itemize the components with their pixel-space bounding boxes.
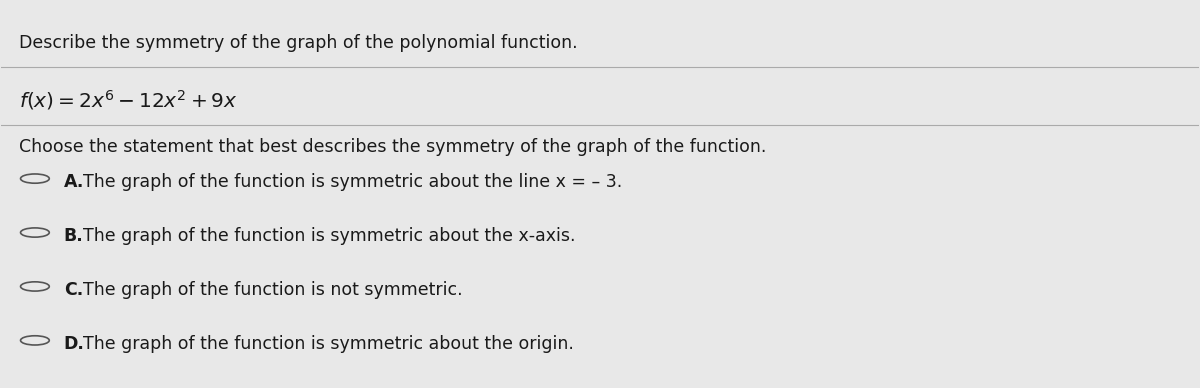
Text: Describe the symmetry of the graph of the polynomial function.: Describe the symmetry of the graph of th… [19,34,578,52]
Text: B.: B. [64,227,83,245]
Text: A.: A. [64,173,84,191]
Text: Choose the statement that best describes the symmetry of the graph of the functi: Choose the statement that best describes… [19,138,767,156]
Text: The graph of the function is symmetric about the origin.: The graph of the function is symmetric a… [83,334,574,353]
Text: C.: C. [64,281,83,299]
Text: $f(x) = 2x^6 - 12x^2 + 9x$: $f(x) = 2x^6 - 12x^2 + 9x$ [19,88,238,112]
Text: The graph of the function is symmetric about the line x = – 3.: The graph of the function is symmetric a… [83,173,622,191]
Text: D.: D. [64,334,84,353]
Text: The graph of the function is symmetric about the x-axis.: The graph of the function is symmetric a… [83,227,575,245]
Text: The graph of the function is not symmetric.: The graph of the function is not symmetr… [83,281,462,299]
